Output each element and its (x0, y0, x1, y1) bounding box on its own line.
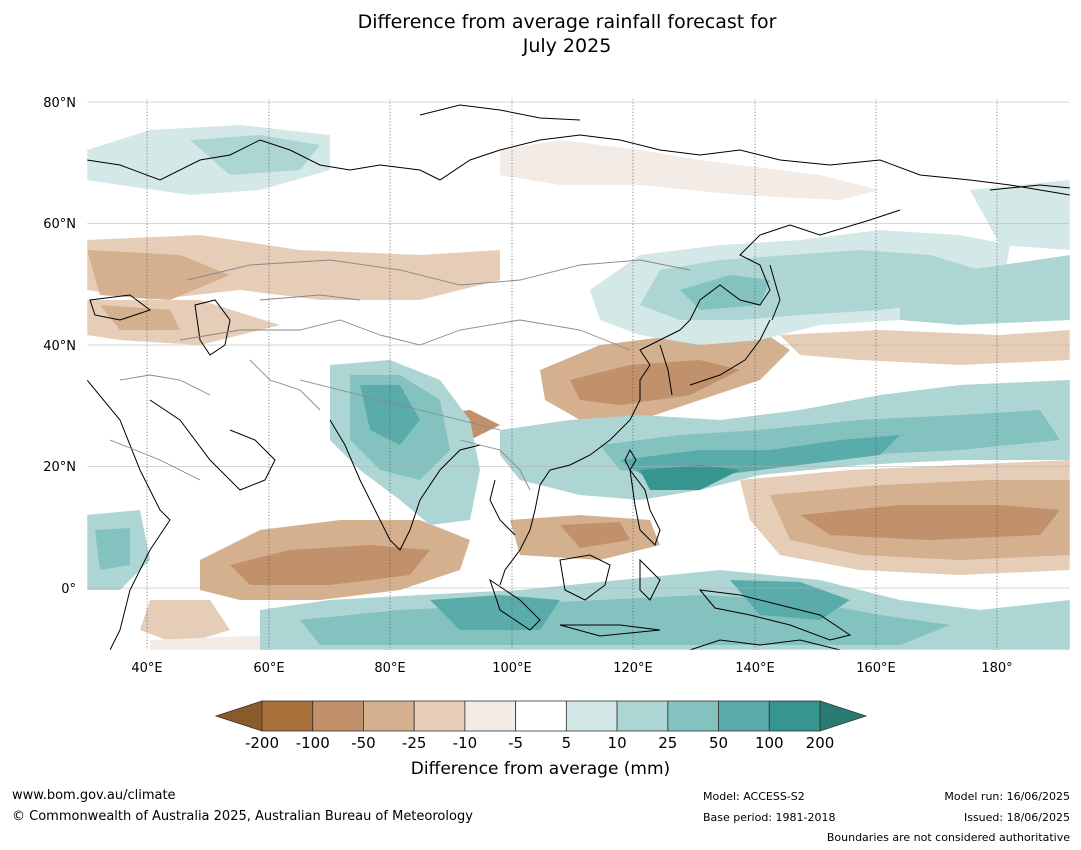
map-title: Difference from average rainfall forecas… (0, 10, 1081, 58)
lon-label: 100°E (492, 661, 532, 676)
lat-label: 40°N (43, 339, 76, 354)
model-run-date: Model run: 16/06/2025 (944, 790, 1070, 803)
disclaimer-text: Boundaries are not considered authoritat… (826, 831, 1070, 844)
lon-label: 120°E (613, 661, 653, 676)
lon-label: 140°E (735, 661, 775, 676)
colorbar-label: Difference from average (mm) (410, 759, 671, 779)
latitude-labels: 80°N 60°N 40°N 20°N 0° (43, 96, 76, 597)
colorbar-swatch (312, 700, 364, 732)
coastlines (87, 104, 1070, 650)
colorbar-swatch (261, 700, 314, 732)
lat-label: 20°N (43, 460, 76, 475)
colorbar-tick-label: -100 (296, 734, 330, 752)
colorbar-tick-label: 50 (709, 734, 728, 752)
colorbar-tick-label: -200 (245, 734, 279, 752)
issued-date: Issued: 18/06/2025 (963, 811, 1070, 824)
longitude-gridlines (146, 99, 998, 650)
colorbar-swatch (616, 700, 669, 732)
colorbar-swatch (464, 700, 517, 732)
colorbar: -200 -100 -50 -25 -10 -5 5 10 25 50 100 200 (214, 700, 868, 752)
country-boundaries (109, 259, 691, 491)
colorbar-tick-label: 200 (806, 734, 835, 752)
latitude-gridlines (87, 101, 1070, 589)
colorbar-tick-label: -5 (508, 734, 523, 752)
base-period: Base period: 1981-2018 (703, 811, 836, 824)
lon-label: 40°E (131, 661, 162, 676)
colorbar-over-arrow (819, 700, 868, 732)
colorbar-tick-label: 5 (562, 734, 572, 752)
colorbar-tick-label: 100 (755, 734, 784, 752)
colorbar-under-arrow (214, 700, 263, 732)
colorbar-swatch (768, 700, 821, 732)
lon-label: 80°E (374, 661, 405, 676)
colorbar-swatch (667, 700, 719, 732)
colorbar-tick-label: 25 (658, 734, 677, 752)
lon-label: 160°E (856, 661, 896, 676)
colorbar-swatch (515, 700, 567, 732)
copyright-text: © Commonwealth of Australia 2025, Austra… (12, 809, 473, 824)
colorbar-tick-label: -50 (351, 734, 376, 752)
lat-label: 0° (61, 582, 76, 597)
title-line-2: July 2025 (522, 35, 612, 57)
longitude-labels: 40°E 60°E 80°E 100°E 120°E 140°E 160°E 1… (131, 661, 1012, 676)
lat-label: 60°N (43, 217, 76, 232)
colorbar-tick-label: 10 (608, 734, 627, 752)
lat-label: 80°N (43, 96, 76, 111)
rainfall-anomaly-shading (87, 125, 1070, 650)
lon-label: 60°E (253, 661, 284, 676)
colorbar-swatch (718, 700, 770, 732)
model-name: Model: ACCESS-S2 (703, 790, 805, 803)
colorbar-swatch (565, 700, 618, 732)
lon-label: 180° (981, 661, 1012, 676)
colorbar-swatch (363, 700, 415, 732)
website-link[interactable]: www.bom.gov.au/climate (12, 788, 176, 803)
colorbar-tick-label: -10 (453, 734, 478, 752)
colorbar-tick-label: -25 (402, 734, 427, 752)
colorbar-swatch (413, 700, 466, 732)
title-line-1: Difference from average rainfall forecas… (357, 11, 777, 33)
